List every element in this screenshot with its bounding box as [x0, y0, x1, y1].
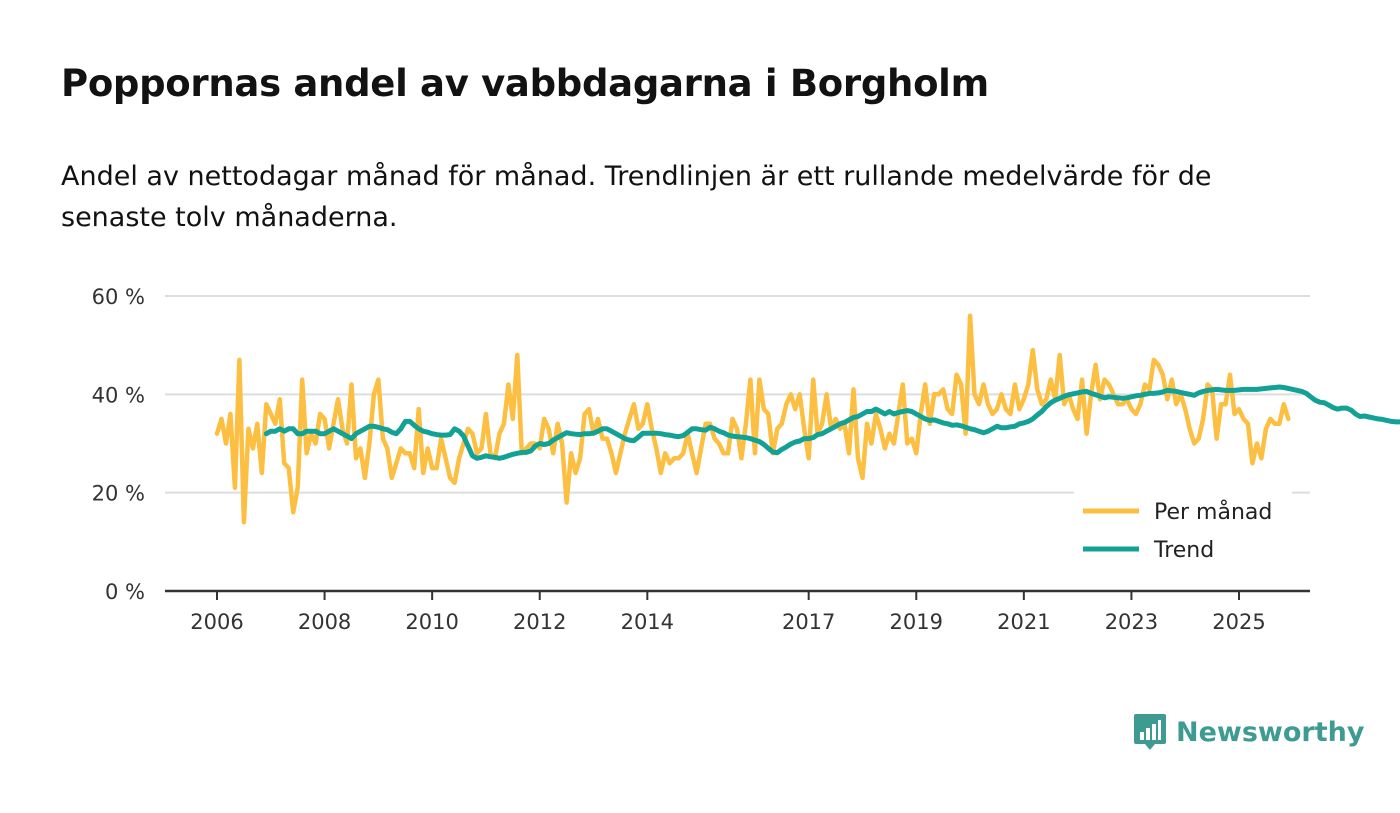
chart-subtitle: Andel av nettodagar månad för månad. Tre…: [61, 161, 1212, 233]
page-title: Poppornas andel av vabbdagarna i Borghol…: [61, 62, 989, 105]
y-tick-label: 60 %: [92, 285, 145, 309]
x-tick-label: 2017: [782, 610, 835, 634]
legend-label-monthly: Per månad: [1154, 499, 1272, 525]
y-tick-label: 40 %: [92, 383, 145, 407]
y-tick-label: 0 %: [105, 580, 145, 604]
newsworthy-logo-icon: [1134, 714, 1166, 750]
x-tick-label: 2021: [997, 610, 1050, 634]
x-tick-label: 2010: [405, 610, 458, 634]
x-tick-label: 2008: [298, 610, 351, 634]
legend-background: [1074, 490, 1292, 572]
y-tick-label: 20 %: [92, 482, 145, 506]
series-line-monthly: [214, 313, 1291, 525]
x-tick-label: 2019: [890, 610, 943, 634]
x-tick-label: 2023: [1105, 610, 1158, 634]
x-tick-label: 2025: [1212, 610, 1265, 634]
series-lines: [214, 313, 1400, 525]
legend-label-trend: Trend: [1153, 538, 1214, 563]
brand-name: Newsworthy: [1176, 716, 1365, 748]
y-axis-ticks: 0 % 20 % 40 % 60 %: [92, 285, 145, 604]
x-tick-label: 2006: [190, 610, 243, 634]
x-tick-label: 2012: [513, 610, 566, 634]
legend: Per månad Trend: [1074, 490, 1292, 572]
series-line-trend: [263, 384, 1400, 461]
x-tick-label: 2014: [621, 610, 674, 634]
x-axis-ticks: 2006 2008 2010 2012 2014 2017 2019 2021 2023 2025: [190, 591, 1266, 634]
brand-logo: Newsworthy: [1133, 712, 1364, 752]
